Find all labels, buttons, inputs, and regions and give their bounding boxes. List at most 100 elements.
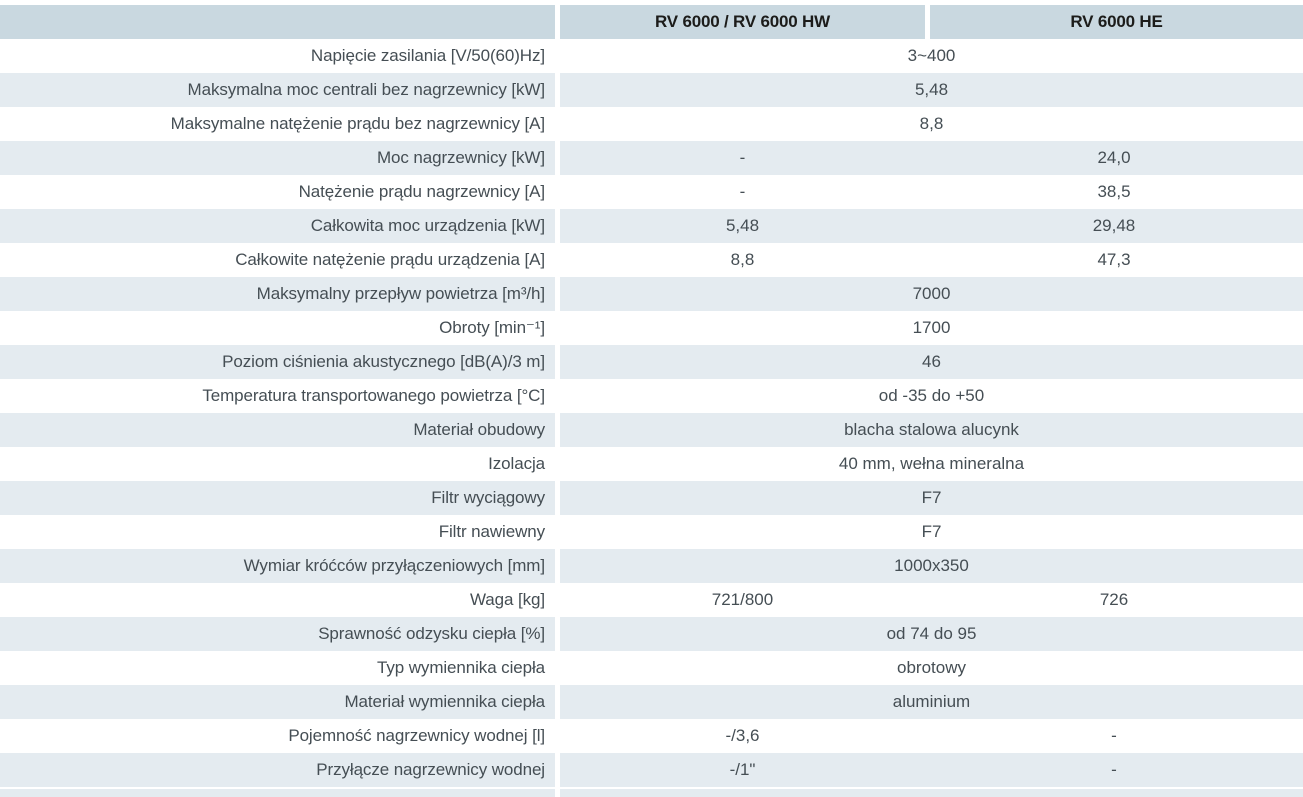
table-row: Sprawność odzysku ciepła [%] od 74 do 95	[0, 617, 1303, 651]
table-row: Filtr wyciągowy F7	[0, 481, 1303, 515]
row-label: Obroty [min⁻¹]	[439, 318, 545, 337]
table-row: Maksymalny przepływ powietrza [m³/h] 700…	[0, 277, 1303, 311]
column-gutter	[555, 107, 560, 141]
row-label: Materiał wymiennika ciepła	[0, 685, 555, 719]
table-row: Całkowite natężenie prądu urządzenia [A]…	[0, 243, 1303, 277]
column-gutter	[555, 209, 560, 243]
row-value: od 74 do 95	[560, 617, 1303, 651]
row-label: Maksymalna moc centrali bez nagrzewnicy …	[0, 73, 555, 107]
table-row: Moc nagrzewnicy [kW] - 24,0	[0, 141, 1303, 175]
row-value-col1: -	[560, 141, 925, 175]
row-value: F7	[921, 522, 942, 541]
table-row: Przyłącze nagrzewnicy wodnej -/1" -	[0, 753, 1303, 787]
header-model-col2: RV 6000 HE	[930, 5, 1303, 39]
column-gutter	[555, 141, 560, 175]
row-label: Filtr wyciągowy	[0, 481, 555, 515]
row-value: 3~400	[907, 46, 956, 65]
table-row: Izolacja 40 mm, wełna mineralna	[0, 447, 1303, 481]
column-gutter	[555, 651, 560, 685]
bottom-strip-data-segment	[560, 789, 1303, 797]
row-label: Całkowite natężenie prądu urządzenia [A]	[235, 250, 545, 269]
row-value-col1: -	[739, 182, 746, 201]
row-label: Materiał obudowy	[0, 413, 555, 447]
row-value: 8,8	[919, 114, 944, 133]
column-gutter	[555, 753, 560, 787]
row-label: Maksymalne natężenie prądu bez nagrzewni…	[170, 114, 545, 133]
column-gutter	[555, 685, 560, 719]
row-label: Typ wymiennika ciepła	[377, 658, 545, 677]
table-row: Materiał wymiennika ciepła aluminium	[0, 685, 1303, 719]
row-value-col2: 38,5	[1097, 182, 1131, 201]
table-row: Materiał obudowy blacha stalowa alucynk	[0, 413, 1303, 447]
table-row: Temperatura transportowanego powietrza […	[0, 379, 1303, 413]
table-row: Napięcie zasilania [V/50(60)Hz] 3~400	[0, 39, 1303, 73]
row-value: 1700	[912, 318, 951, 337]
row-value-col2: -	[925, 753, 1303, 787]
row-value-col1: 5,48	[560, 209, 925, 243]
row-value: 5,48	[560, 73, 1303, 107]
row-label: Poziom ciśnienia akustycznego [dB(A)/3 m…	[0, 345, 555, 379]
row-label: Całkowita moc urządzenia [kW]	[0, 209, 555, 243]
column-gutter	[555, 719, 560, 753]
column-gutter	[555, 345, 560, 379]
column-gutter	[555, 413, 560, 447]
table-row: Obroty [min⁻¹] 1700	[0, 311, 1303, 345]
row-value: 7000	[560, 277, 1303, 311]
row-value: obrotowy	[897, 658, 966, 677]
row-label: Izolacja	[488, 454, 545, 473]
row-value: 1000x350	[560, 549, 1303, 583]
row-value-col1: 721/800	[711, 590, 774, 609]
column-gutter	[555, 73, 560, 107]
row-label: Waga [kg]	[469, 590, 545, 609]
column-gutter	[555, 447, 560, 481]
row-label: Wymiar króćców przyłączeniowych [mm]	[0, 549, 555, 583]
column-gutter	[925, 5, 930, 39]
bottom-strip	[0, 789, 1303, 797]
row-value-col2: 24,0	[925, 141, 1303, 175]
row-value: 40 mm, wełna mineralna	[838, 454, 1025, 473]
column-gutter	[555, 549, 560, 583]
table-row: Typ wymiennika ciepła obrotowy	[0, 651, 1303, 685]
column-gutter	[555, 481, 560, 515]
row-value: F7	[560, 481, 1303, 515]
column-gutter	[555, 617, 560, 651]
column-gutter	[555, 243, 560, 277]
row-value-col2: 29,48	[925, 209, 1303, 243]
row-value-col1: -/3,6	[725, 726, 760, 745]
table-row: Waga [kg] 721/800 726	[0, 583, 1303, 617]
column-gutter	[555, 515, 560, 549]
column-gutter	[555, 789, 560, 797]
row-value: blacha stalowa alucynk	[560, 413, 1303, 447]
column-gutter	[555, 277, 560, 311]
header-model-col1: RV 6000 / RV 6000 HW	[560, 5, 925, 39]
column-gutter	[555, 311, 560, 345]
row-value-col2: -	[1111, 726, 1117, 745]
row-label: Napięcie zasilania [V/50(60)Hz]	[310, 46, 545, 65]
table-row: Pojemność nagrzewnicy wodnej [l] -/3,6 -	[0, 719, 1303, 753]
column-gutter	[555, 379, 560, 413]
row-value-col1: 8,8	[730, 250, 755, 269]
table-row: Maksymalne natężenie prądu bez nagrzewni…	[0, 107, 1303, 141]
table-row: Filtr nawiewny F7	[0, 515, 1303, 549]
table-header-row: RV 6000 / RV 6000 HW RV 6000 HE	[0, 5, 1303, 39]
table-row: Natężenie prądu nagrzewnicy [A] - 38,5	[0, 175, 1303, 209]
table-row: Całkowita moc urządzenia [kW] 5,48 29,48	[0, 209, 1303, 243]
row-label: Moc nagrzewnicy [kW]	[0, 141, 555, 175]
row-label: Maksymalny przepływ powietrza [m³/h]	[0, 277, 555, 311]
row-value: od -35 do +50	[878, 386, 985, 405]
row-value-col2: 47,3	[1097, 250, 1131, 269]
column-gutter	[555, 39, 560, 73]
row-value-col2: 726	[1099, 590, 1129, 609]
row-label: Temperatura transportowanego powietrza […	[202, 386, 545, 405]
row-label: Sprawność odzysku ciepła [%]	[0, 617, 555, 651]
row-label: Przyłącze nagrzewnicy wodnej	[0, 753, 555, 787]
row-value-col1: -/1"	[560, 753, 925, 787]
table-row: Maksymalna moc centrali bez nagrzewnicy …	[0, 73, 1303, 107]
row-label: Natężenie prądu nagrzewnicy [A]	[298, 182, 545, 201]
row-label: Pojemność nagrzewnicy wodnej [l]	[288, 726, 545, 745]
table-row: Poziom ciśnienia akustycznego [dB(A)/3 m…	[0, 345, 1303, 379]
column-gutter	[555, 175, 560, 209]
row-value: aluminium	[560, 685, 1303, 719]
row-label: Filtr nawiewny	[438, 522, 545, 541]
